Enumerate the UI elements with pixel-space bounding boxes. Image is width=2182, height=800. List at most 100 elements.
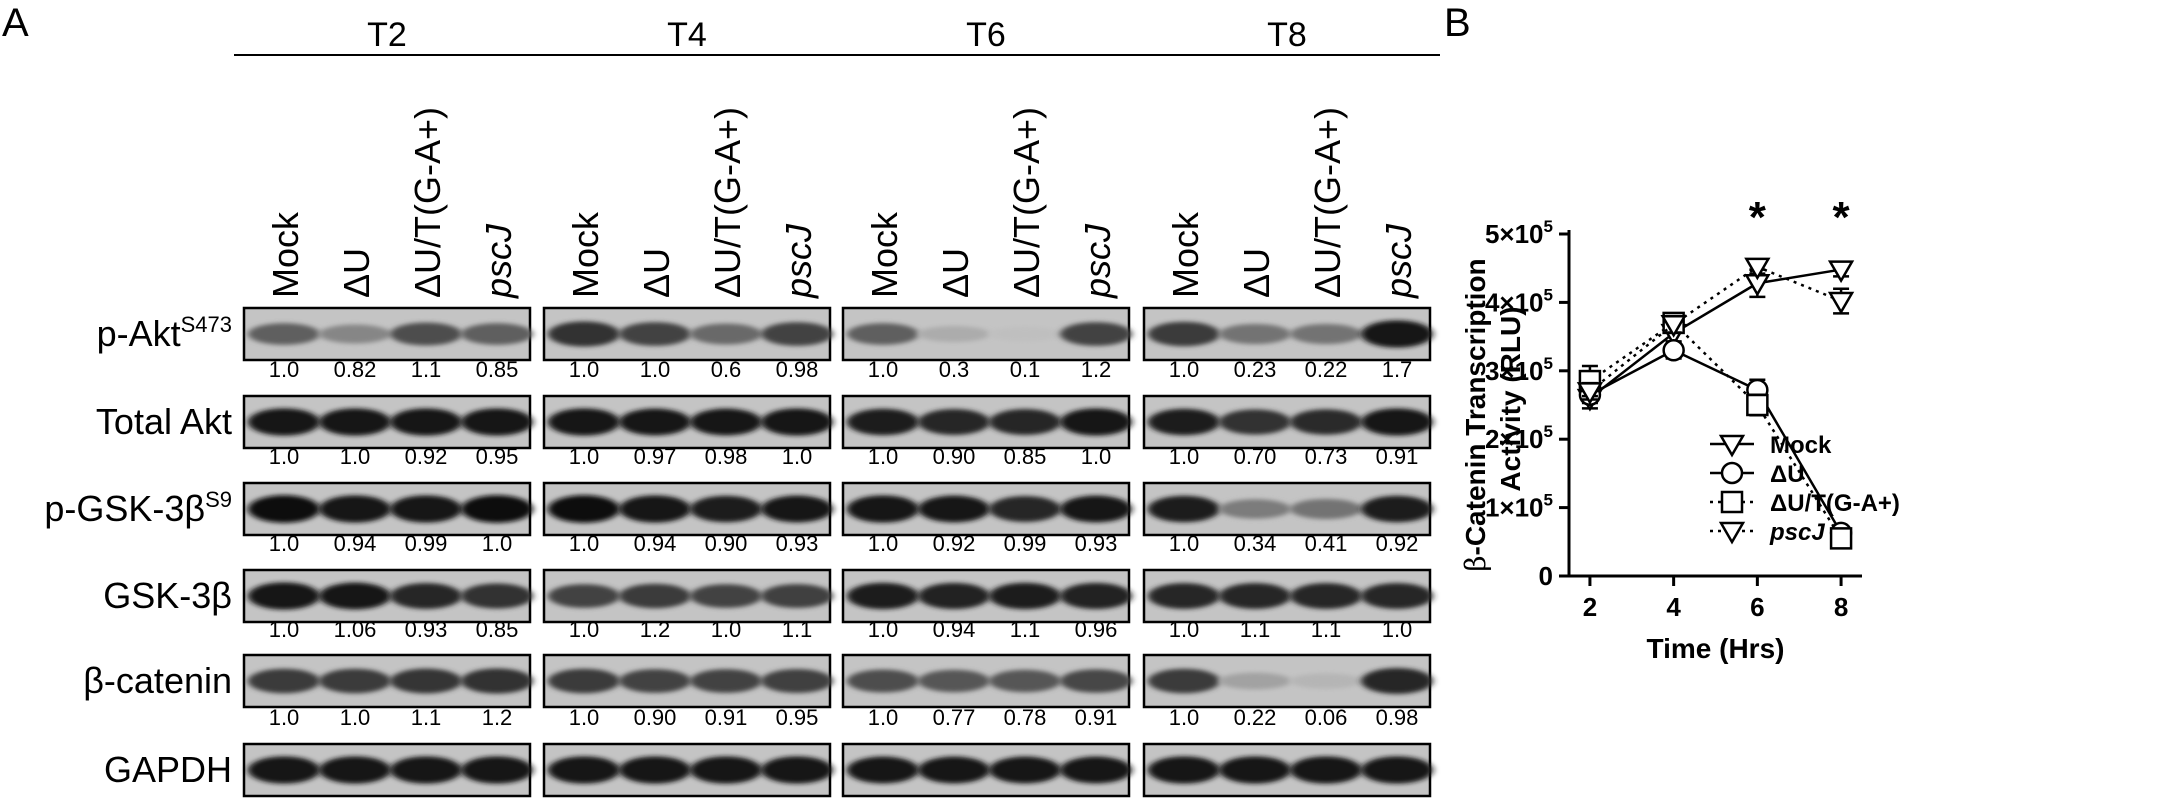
blot-band: [1219, 672, 1291, 690]
quant-value: 1.7: [1382, 357, 1413, 382]
lane-label-u-t-g-a: ΔU/T(G-A+): [1307, 107, 1348, 298]
blot-band: [461, 668, 533, 694]
blot-band: [847, 582, 919, 610]
blot-band: [989, 409, 1061, 435]
quant-value: 0.82: [334, 357, 377, 382]
panel-a-letter: A: [2, 1, 29, 45]
quant-value: 0.41: [1305, 531, 1348, 556]
blot-band: [918, 409, 990, 435]
data-point-marker: [1827, 291, 1855, 315]
y-tick-label: 3×105: [1485, 354, 1553, 386]
blot-band: [847, 408, 919, 436]
legend-label-mock: Mock: [1770, 432, 1832, 459]
quant-value: 0.96: [1075, 617, 1118, 642]
blot-band: [390, 756, 462, 784]
quant-value: 0.85: [1004, 444, 1047, 469]
lane-label-pscj: pscJ: [778, 223, 819, 299]
blot-band: [1219, 583, 1291, 609]
blot-band: [690, 495, 762, 523]
series-line: [1589, 265, 1842, 393]
quant-value: 0.92: [405, 444, 448, 469]
blot-band: [918, 325, 990, 343]
blot-band: [761, 408, 833, 436]
blot-band: [619, 322, 691, 346]
legend-label-u: ΔU: [1770, 461, 1805, 488]
quant-value: 1.0: [1169, 444, 1200, 469]
blot-band: [690, 584, 762, 608]
blot-band: [319, 495, 391, 523]
quant-value: 1.2: [640, 617, 671, 642]
y-axis-title-line2: Activity (RLU): [1495, 306, 1526, 491]
blot-band: [1219, 756, 1291, 784]
blot-band: [761, 583, 833, 609]
quant-value: 0.95: [776, 705, 819, 730]
lane-label-u-t-g-a: ΔU/T(G-A+): [707, 107, 748, 298]
x-tick-label: 4: [1666, 592, 1681, 622]
legend-marker: [1718, 521, 1746, 545]
blot-band: [1060, 408, 1132, 436]
blot-band: [548, 495, 620, 523]
quant-value: 0.90: [933, 444, 976, 469]
data-point-marker: [1576, 382, 1604, 405]
quant-value: 0.85: [476, 357, 519, 382]
quant-value: 0.73: [1305, 444, 1348, 469]
blot-band: [461, 583, 533, 609]
blot-band: [989, 496, 1061, 522]
quant-value: 0.92: [1376, 531, 1419, 556]
series-line: [1589, 321, 1843, 540]
quant-value: 0.95: [476, 444, 519, 469]
blot-band: [390, 668, 462, 694]
y-tick-label: 2×105: [1485, 422, 1553, 454]
blot-band: [1361, 668, 1433, 694]
blot-band: [319, 324, 391, 344]
data-point-marker: [1829, 527, 1853, 550]
blot-band: [548, 668, 620, 694]
quant-value: 1.0: [1169, 617, 1200, 642]
legend-marker: [1718, 434, 1746, 458]
blot-band: [390, 495, 462, 523]
quant-value: 0.98: [705, 444, 748, 469]
quant-value: 0.99: [1004, 531, 1047, 556]
blot-band: [989, 756, 1061, 784]
y-axis-title-line1: β-Catenin Transcription: [1459, 258, 1492, 571]
blot-band: [1290, 673, 1362, 689]
timepoint-label-t8: T8: [1267, 16, 1307, 54]
quant-value: 1.0: [340, 705, 371, 730]
quant-value: 1.0: [569, 531, 600, 556]
quant-value: 1.0: [269, 444, 300, 469]
blot-band: [319, 582, 391, 610]
quant-value: 1.0: [868, 705, 899, 730]
blot-band: [847, 669, 919, 693]
quant-value: 1.2: [1081, 357, 1112, 382]
blot-band: [1361, 408, 1433, 436]
blot-band: [847, 323, 919, 345]
x-axis-title: Time (Hrs): [1647, 633, 1785, 664]
blot-band: [1290, 756, 1362, 784]
blot-band: [989, 582, 1061, 610]
blot-band: [548, 756, 620, 784]
quant-value: 1.06: [334, 617, 377, 642]
data-point-marker: [1660, 315, 1687, 338]
quant-value: 0.97: [634, 444, 677, 469]
blot-band: [461, 756, 533, 784]
blot-band: [1060, 495, 1132, 523]
quant-value: 1.0: [868, 444, 899, 469]
quant-value: 0.93: [776, 531, 819, 556]
blot-band: [1290, 323, 1362, 345]
blot-band: [619, 495, 691, 523]
blot-band: [319, 408, 391, 436]
row-label-gapdh: GAPDH: [104, 749, 232, 790]
lane-label-pscj: pscJ: [1077, 223, 1118, 299]
row-label-catenin: β-catenin: [83, 660, 232, 701]
quant-value: 1.0: [269, 705, 300, 730]
legend-marker: [1720, 490, 1744, 514]
data-point-marker: [1744, 257, 1771, 281]
blot-band: [1060, 669, 1132, 693]
quant-value: 1.0: [868, 617, 899, 642]
quant-value: 1.0: [640, 357, 671, 382]
blot-band: [319, 756, 391, 784]
quant-value: 1.0: [569, 705, 600, 730]
quant-value: 0.06: [1305, 705, 1348, 730]
blot-band: [248, 668, 320, 694]
blot-band: [690, 669, 762, 693]
